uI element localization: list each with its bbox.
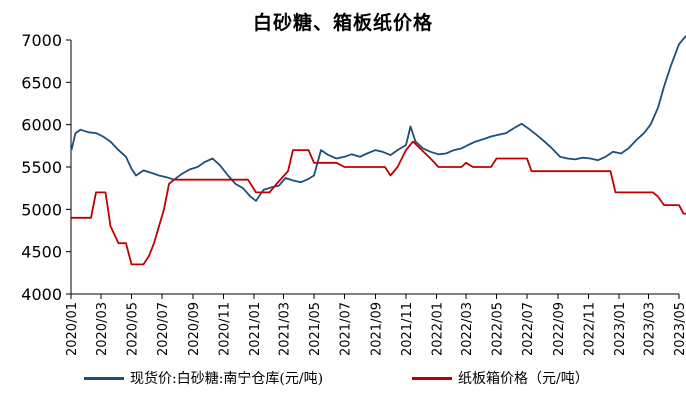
series-line-carton-price [71, 140, 686, 266]
x-tick-label: 2021/05 [308, 302, 323, 356]
y-tick-label: 5000 [21, 200, 62, 219]
y-tick-label: 4500 [21, 243, 62, 262]
x-tick-label: 2020/03 [95, 302, 110, 356]
legend-swatch-sugar [84, 376, 124, 380]
x-tick-label: 2021/11 [400, 302, 415, 356]
x-tick-label: 2022/03 [460, 302, 475, 356]
x-tick-label: 2022/05 [491, 302, 506, 356]
x-tick-label: 2020/07 [156, 302, 171, 356]
chart-legend: 现货价:白砂糖:南宁仓库(元/吨) 纸板箱价格（元/吨） [0, 368, 686, 392]
x-tick-label: 2020/11 [218, 302, 233, 356]
chart-series [70, 35, 686, 266]
x-tick-label: 2023/05 [673, 302, 686, 356]
legend-swatch-carton [412, 376, 452, 380]
x-tick-label: 2021/01 [248, 302, 263, 356]
x-tick-label: 2023/03 [643, 302, 658, 356]
y-tick-label: 5500 [21, 158, 62, 177]
x-tick-label: 2022/09 [552, 302, 567, 356]
x-tick-label: 2021/09 [370, 302, 385, 356]
x-tick-label: 2020/09 [187, 302, 202, 356]
chart-title: 白砂糖、箱板纸价格 [252, 12, 433, 34]
legend-item-sugar: 现货价:白砂糖:南宁仓库(元/吨) [84, 368, 323, 388]
x-tick-label: 2021/07 [339, 302, 354, 356]
legend-item-carton: 纸板箱价格（元/吨） [412, 368, 589, 388]
legend-label-carton: 纸板箱价格（元/吨） [458, 371, 589, 387]
x-tick-label: 2020/01 [65, 302, 80, 356]
x-tick-label: 2022/07 [521, 302, 536, 356]
legend-label-sugar: 现货价:白砂糖:南宁仓库(元/吨) [130, 371, 324, 387]
x-tick-label: 2022/01 [431, 302, 446, 356]
y-tick-label: 4000 [21, 285, 62, 304]
y-tick-label: 7000 [21, 31, 62, 50]
x-tick-label: 2023/01 [613, 302, 628, 356]
x-tick-label: 2021/03 [278, 302, 293, 356]
series-line-sugar-price [70, 35, 686, 202]
x-tick-label: 2020/05 [126, 302, 141, 356]
y-tick-label: 6500 [21, 73, 62, 92]
x-tick-label: 2022/11 [583, 302, 598, 356]
y-tick-label: 6000 [21, 116, 62, 135]
chart-axes: 4000 4500 5000 5500 6000 6500 7000 2020/01 2020/… [21, 31, 686, 356]
